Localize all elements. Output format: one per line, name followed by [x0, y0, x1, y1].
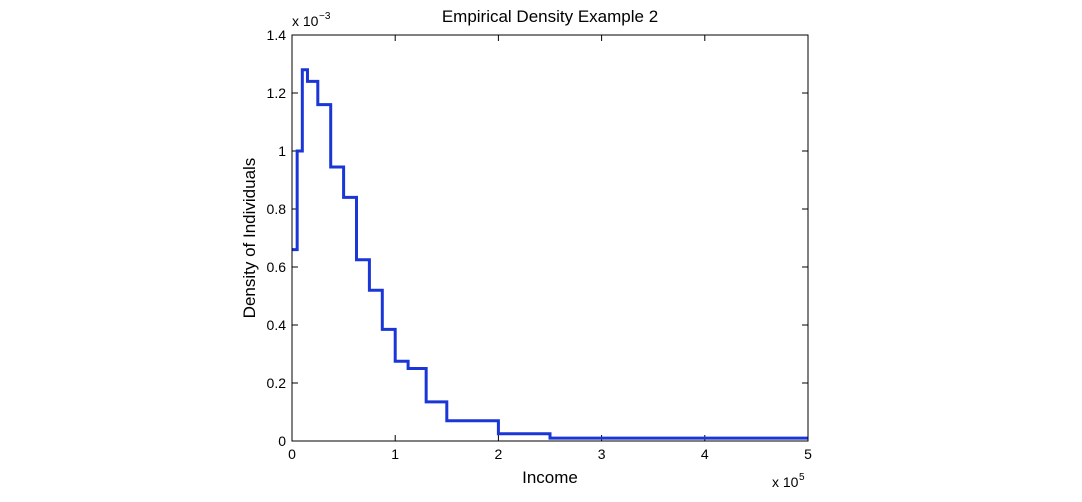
y-tick-label: 0.6 — [267, 259, 287, 275]
x-tick-label: 2 — [495, 446, 503, 462]
x-tick-label: 1 — [391, 446, 399, 462]
x-tick-label: 5 — [804, 446, 812, 462]
x-tick-label: 3 — [598, 446, 606, 462]
x-tick-label: 0 — [288, 446, 296, 462]
series-layer — [292, 68, 808, 440]
y-tick-label: 0.2 — [267, 375, 287, 391]
x-tick-label: 4 — [701, 446, 709, 462]
y-tick-label: 0.8 — [267, 201, 287, 217]
x-axis-label: Income — [522, 468, 578, 487]
chart-title: Empirical Density Example 2 — [442, 7, 658, 26]
density-step-line — [292, 68, 808, 440]
y-tick-label: 1 — [278, 143, 286, 159]
x-multiplier-base: x 10 — [772, 474, 799, 490]
y-multiplier-base: x 10 — [292, 13, 319, 29]
y-axis-multiplier: x 10 −3 — [292, 11, 331, 29]
y-tick-label: 1.4 — [267, 27, 287, 43]
plot-area-frame — [291, 34, 809, 442]
axis-ticks — [291, 34, 809, 442]
y-tick-label: 1.2 — [267, 85, 287, 101]
y-axis-label: Density of Individuals — [240, 158, 259, 319]
x-axis-multiplier: x 10 5 — [772, 472, 805, 490]
axis-tick-labels: 0 1 2 3 4 5 0 0.2 0.4 0.6 0.8 1 1.2 1.4 — [267, 27, 813, 462]
y-tick-label: 0 — [278, 433, 286, 449]
x-multiplier-exponent: 5 — [799, 472, 805, 483]
y-tick-label: 0.4 — [267, 317, 287, 333]
y-multiplier-exponent: −3 — [319, 11, 331, 22]
